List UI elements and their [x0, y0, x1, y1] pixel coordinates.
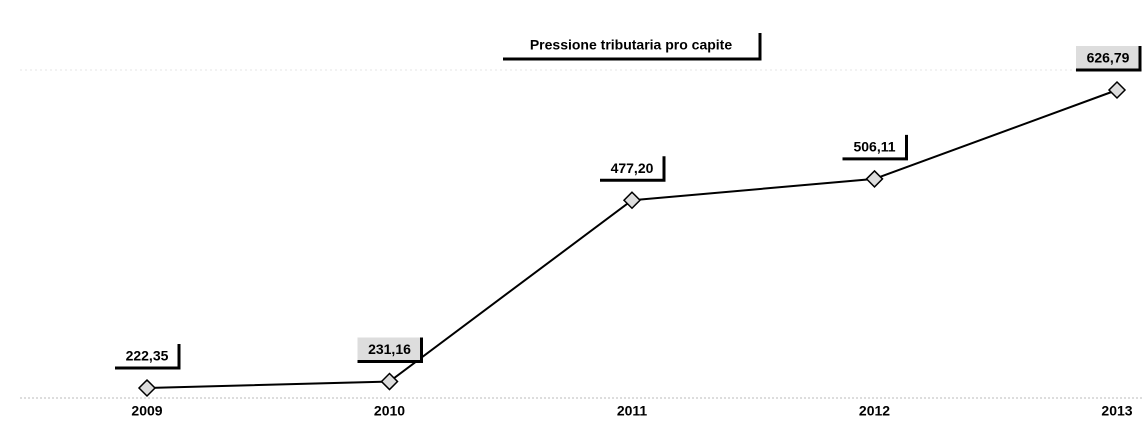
data-label: 626,79: [1087, 50, 1130, 66]
marker: [380, 372, 399, 391]
label-box: [115, 344, 179, 368]
data-label: 222,35: [126, 348, 169, 364]
chart-title: Pressione tributaria pro capite: [530, 37, 732, 53]
label-shadow: [1076, 46, 1142, 72]
label-shadow: [357, 337, 423, 364]
label-box: [600, 156, 664, 181]
x-tick-label: 2011: [617, 403, 648, 419]
label-box: [1076, 46, 1140, 70]
label-box: [357, 337, 422, 362]
x-tick-label: 2010: [374, 403, 405, 419]
marker: [1107, 80, 1127, 100]
label-shadow: [600, 156, 666, 182]
data-label: 231,16: [368, 341, 411, 357]
x-tick-label: 2009: [131, 403, 162, 419]
data-label: 506,11: [853, 139, 895, 155]
marker: [137, 378, 157, 398]
label-box: [842, 134, 907, 159]
title-box: [503, 33, 760, 59]
label-shadow: [115, 344, 181, 370]
marker: [865, 169, 884, 188]
title-shadow: [503, 33, 762, 61]
marker: [622, 191, 642, 210]
line: [146, 89, 1118, 389]
x-tick-label: 2012: [859, 403, 890, 419]
data-label: 477,20: [611, 160, 654, 176]
x-tick-label: 2013: [1101, 403, 1132, 419]
label-shadow: [842, 134, 908, 161]
